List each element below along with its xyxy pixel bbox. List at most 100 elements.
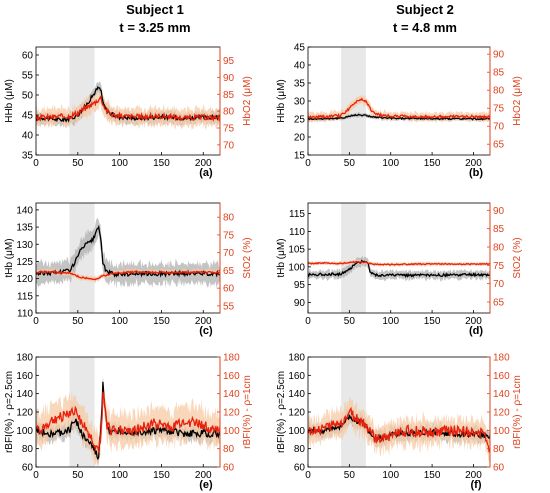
panel-tag: (a) (199, 167, 213, 179)
y-right-tick-label: 85 (223, 90, 235, 101)
x-tick-label: 0 (33, 316, 39, 327)
y-right-axis-label: HbO2 (μM) (512, 76, 523, 126)
series-line-left (307, 259, 491, 279)
y-left-tick-label: 35 (294, 79, 306, 90)
y-right-tick-label: 80 (493, 86, 505, 97)
y-right-tick-label: 80 (223, 107, 235, 118)
y-right-tick-label: 120 (223, 408, 240, 419)
column-header-subject-2: Subject 2 t = 4.8 mm (393, 2, 457, 35)
x-tick-label: 200 (465, 316, 482, 327)
x-tick-label: 200 (195, 470, 212, 481)
y-left-tick-label: 15 (294, 151, 306, 162)
y-left-axis-label: tHb (μM) (276, 238, 287, 277)
x-tick-label: 150 (153, 316, 170, 327)
y-right-tick-label: 70 (223, 248, 235, 259)
panel-tag: (e) (199, 479, 213, 491)
subject-2-thickness: t = 4.8 mm (393, 20, 457, 35)
y-right-tick-label: 65 (493, 298, 505, 309)
y-right-axis-label: StO2 (%) (512, 237, 523, 278)
y-right-tick-label: 80 (493, 243, 505, 254)
subject-1-title: Subject 1 (126, 2, 184, 17)
y-left-tick-label: 135 (16, 223, 33, 234)
plot-frame (307, 202, 491, 314)
chart-panel-f: 0 50 100 150 200 60 80 100 120 140 160 180 60 80 100 12… (276, 353, 523, 492)
y-left-tick-label: 110 (289, 227, 305, 238)
y-left-tick-label: 100 (288, 262, 305, 273)
y-right-tick-label: 70 (223, 140, 235, 151)
y-right-tick-label: 75 (493, 104, 505, 115)
y-left-axis-label: HHb (μM) (4, 79, 15, 123)
panel-tag: (d) (469, 325, 483, 337)
y-right-tick-label: 60 (493, 463, 505, 474)
y-right-tick-label: 100 (493, 426, 510, 437)
y-left-tick-label: 35 (22, 151, 34, 162)
x-tick-label: 50 (72, 470, 84, 481)
y-right-tick-label: 65 (493, 140, 505, 151)
y-left-tick-label: 60 (22, 51, 34, 62)
x-tick-label: 150 (424, 470, 441, 481)
series-band-left (36, 218, 220, 290)
series-band-right (36, 88, 220, 131)
plot-frame (307, 46, 491, 156)
series-line-right (35, 391, 221, 453)
x-tick-label: 150 (424, 316, 441, 327)
y-left-tick-label: 40 (22, 131, 34, 142)
y-right-tick-label: 160 (493, 371, 510, 382)
y-right-tick-label: 60 (223, 463, 235, 474)
y-left-tick-label: 115 (289, 209, 305, 220)
y-right-tick-label: 120 (493, 408, 510, 419)
y-left-tick-label: 140 (288, 389, 305, 400)
x-tick-label: 150 (153, 158, 170, 169)
y-right-tick-label: 85 (493, 224, 505, 235)
plot-frame (35, 202, 221, 314)
x-tick-label: 0 (33, 470, 39, 481)
x-tick-label: 100 (111, 316, 128, 327)
y-left-tick-label: 140 (16, 205, 33, 216)
y-right-tick-label: 90 (493, 50, 505, 61)
y-left-tick-label: 25 (294, 115, 306, 126)
y-right-tick-label: 75 (223, 124, 235, 135)
y-left-tick-label: 120 (288, 408, 305, 419)
y-right-tick-label: 85 (493, 68, 505, 79)
series-line-right (307, 260, 491, 266)
y-left-tick-label: 45 (22, 111, 34, 122)
x-tick-label: 50 (72, 158, 84, 169)
chart-panel-c: 0 50 100 150 200 110 115 120 125 130 135 140 55 60 65 7… (4, 202, 253, 337)
y-left-tick-label: 110 (17, 309, 33, 320)
subject-2-title: Subject 2 (396, 2, 454, 17)
x-tick-label: 0 (305, 470, 311, 481)
y-left-tick-label: 20 (294, 133, 306, 144)
plot-frame (35, 46, 221, 156)
panel-tag: (b) (469, 167, 483, 179)
series-band-right (36, 267, 220, 284)
y-left-tick-label: 80 (22, 444, 34, 455)
y-right-tick-label: 55 (223, 301, 235, 312)
x-tick-label: 200 (465, 158, 482, 169)
x-tick-label: 100 (111, 470, 128, 481)
x-tick-label: 100 (382, 316, 399, 327)
plot-frame (307, 356, 491, 468)
series-band-right (308, 94, 490, 124)
y-left-axis-label: tHb (μM) (4, 238, 15, 277)
y-right-tick-label: 180 (493, 353, 510, 364)
chart-panel-d: 0 50 100 150 200 90 95 100 105 110 115 65 70 75 80 85 90… (276, 202, 523, 337)
y-left-tick-label: 160 (16, 371, 33, 382)
y-left-tick-label: 115 (17, 291, 33, 302)
series-line-right (35, 95, 221, 122)
y-right-axis-label: StO2 (%) (242, 237, 253, 278)
y-left-tick-label: 125 (16, 257, 33, 268)
column-header-subject-1: Subject 1 t = 3.25 mm (119, 2, 190, 35)
y-right-tick-label: 90 (223, 73, 235, 84)
y-left-tick-label: 90 (294, 298, 306, 309)
y-left-tick-label: 160 (288, 371, 305, 382)
y-left-axis-label: rBFI(%) - ρ=2.5cm (4, 371, 15, 453)
x-tick-label: 50 (344, 316, 356, 327)
series-line-left (35, 381, 221, 461)
y-left-tick-label: 95 (294, 280, 306, 291)
y-left-tick-label: 50 (22, 91, 34, 102)
series-band-left (308, 255, 490, 282)
chart-panel-e: 0 50 100 150 200 60 80 100 120 140 160 180 60 80 100 12… (4, 353, 253, 492)
y-right-axis-label: rBFI(%) - ρ=1cm (242, 375, 253, 449)
x-tick-label: 50 (344, 158, 356, 169)
